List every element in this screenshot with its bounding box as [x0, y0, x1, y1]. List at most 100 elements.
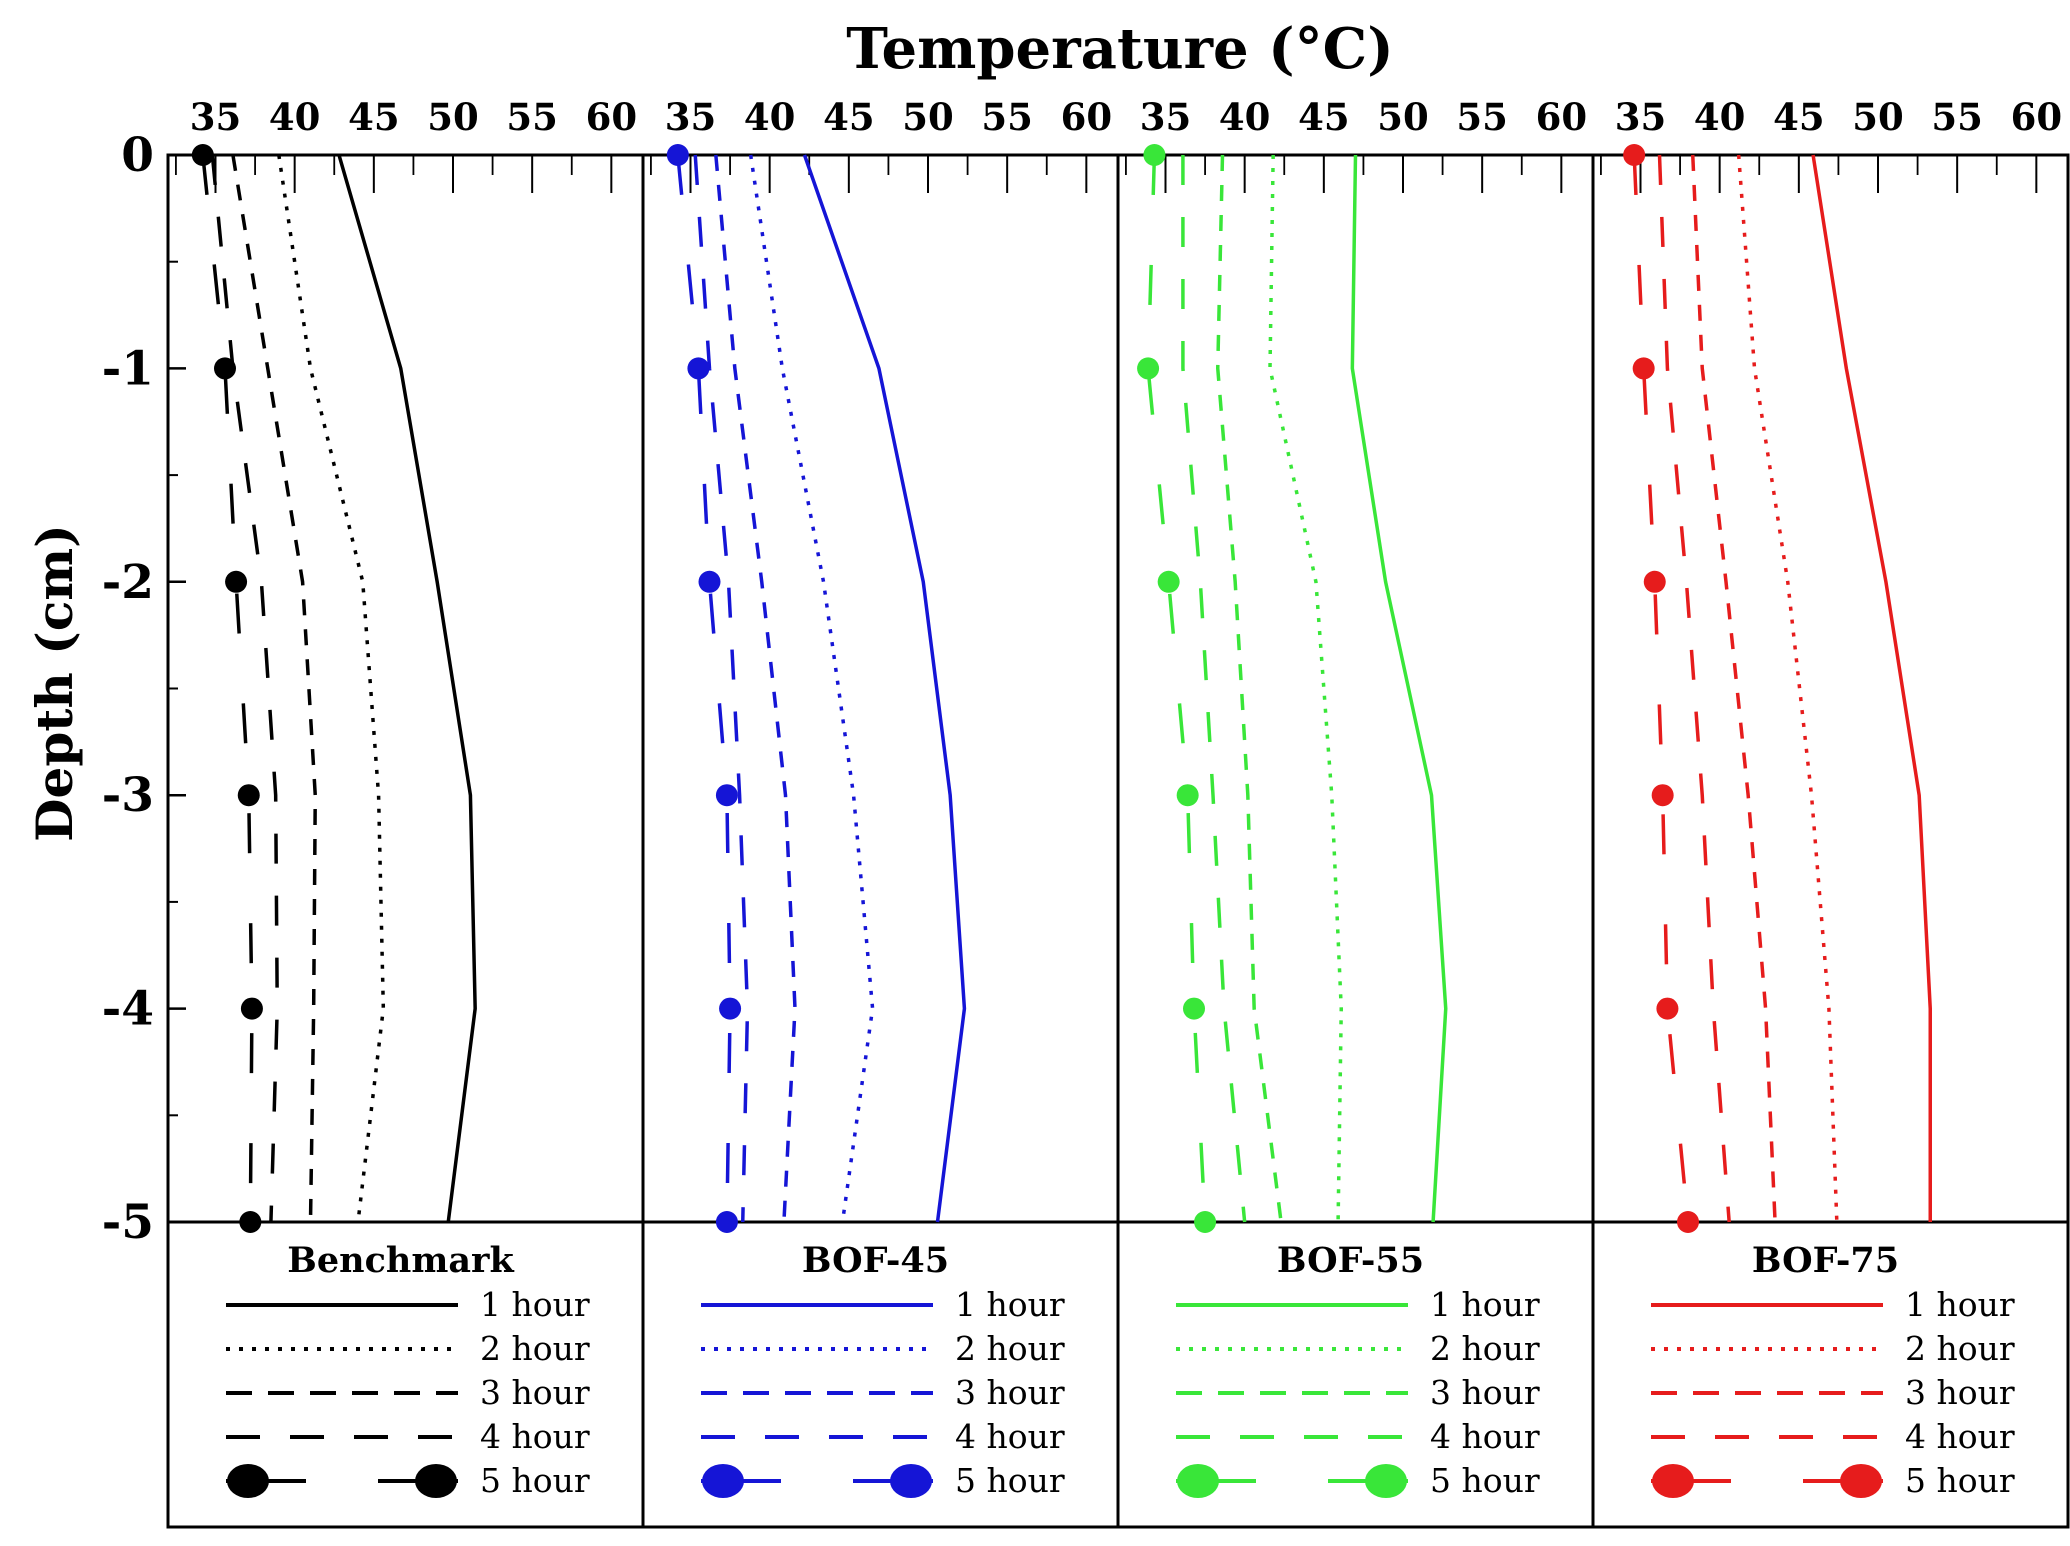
- series-marker-5-hour: [1623, 144, 1646, 166]
- x-tick-label: 50: [427, 95, 479, 139]
- series-line-5-hour: [1632, 154, 1690, 1223]
- x-tick-label: 55: [1931, 95, 1983, 139]
- legend-marker: [1840, 1464, 1882, 1498]
- x-tick-label: 45: [1773, 95, 1825, 139]
- series-marker-5-hour: [1143, 144, 1166, 166]
- series-marker-5-hour: [239, 1211, 262, 1233]
- series-line-2-hour: [1736, 154, 1839, 1223]
- x-tick-label: 35: [1140, 95, 1192, 139]
- legend-title: Benchmark: [287, 1240, 514, 1281]
- series-marker-5-hour: [719, 997, 742, 1020]
- panel-bof-55: 35 40 45 50 55 60: [1116, 95, 1588, 1527]
- legend-label: 1 hour: [480, 1285, 590, 1324]
- panel-benchmark: 35 40 45 50 55 60: [175, 95, 638, 1233]
- y-tick-label: -4: [102, 982, 154, 1037]
- series-marker-5-hour: [698, 570, 721, 593]
- legend-marker: [702, 1464, 744, 1498]
- series-line-5-hour: [1146, 154, 1207, 1223]
- legend-label: 2 hour: [480, 1329, 590, 1368]
- x-tick-label: 40: [269, 95, 321, 139]
- legend-label: 2 hour: [1430, 1329, 1540, 1368]
- series-marker-5-hour: [191, 144, 214, 166]
- series-line-5-hour: [201, 154, 254, 1223]
- x-tick-label: 50: [1852, 95, 1904, 139]
- chart-title: Temperature (°C): [846, 16, 1393, 82]
- legend-title: BOF-45: [802, 1240, 949, 1281]
- x-tick-label: 40: [1219, 95, 1271, 139]
- series-marker-5-hour: [715, 1211, 738, 1233]
- series-line-2-hour: [277, 154, 386, 1223]
- series-line-1-hour: [802, 154, 967, 1223]
- legend-title: BOF-55: [1277, 1240, 1424, 1281]
- series-marker-5-hour: [666, 144, 689, 166]
- series-line-3-hour: [231, 154, 318, 1223]
- legend-label: 2 hour: [955, 1329, 1065, 1368]
- legend-bof-75: BOF-751 hour 2 hour 3 hour 4 hour 5 hour: [1651, 1240, 2015, 1500]
- legend-marker: [890, 1464, 932, 1498]
- series-marker-5-hour: [237, 784, 260, 807]
- series-marker-5-hour: [1677, 1211, 1699, 1233]
- x-tick-label: 60: [586, 95, 638, 139]
- legend-label: 4 hour: [1430, 1417, 1540, 1456]
- panels-layer: 35 40 45 50 55 60 35 40 45 50 55 60 35 40 45 50 55 60 35 40…: [166, 95, 2070, 1529]
- y-tick-label: 0: [121, 128, 154, 183]
- legend-label: 2 hour: [1905, 1329, 2015, 1368]
- x-tick-label: 40: [1694, 95, 1746, 139]
- legend-benchmark: Benchmark 1 hour 2 hour 3 hour 4 hour 5 hour: [226, 1240, 590, 1500]
- series-marker-5-hour: [225, 570, 248, 593]
- series-marker-5-hour: [715, 784, 738, 807]
- legend-label: 1 hour: [955, 1285, 1065, 1324]
- legend-label: 3 hour: [1430, 1373, 1540, 1412]
- x-tick-label: 60: [1061, 95, 1113, 139]
- series-marker-5-hour: [1656, 997, 1679, 1020]
- legend-marker: [1177, 1464, 1219, 1498]
- x-tick-label: 35: [1615, 95, 1667, 139]
- series-line-3-hour: [1691, 154, 1777, 1223]
- x-tick-label: 55: [981, 95, 1033, 139]
- x-tick-label: 40: [744, 95, 796, 139]
- legend-label: 4 hour: [1905, 1417, 2015, 1456]
- x-tick-label: 60: [2011, 95, 2063, 139]
- series-line-4-hour: [693, 154, 750, 1223]
- legend-bof-55: BOF-551 hour 2 hour 3 hour 4 hour 5 hour: [1176, 1240, 1540, 1500]
- panel-bof-75: 35 40 45 50 55 60: [1591, 95, 2063, 1527]
- legend-bof-45: BOF-451 hour 2 hour 3 hour 4 hour 5 hour: [701, 1240, 1065, 1500]
- series-line-1-hour: [1350, 154, 1448, 1223]
- series-marker-5-hour: [1643, 570, 1666, 593]
- series-line-1-hour: [337, 154, 477, 1223]
- series-marker-5-hour: [687, 357, 710, 380]
- series-line-2-hour: [748, 154, 875, 1223]
- legend-label: 5 hour: [1905, 1461, 2015, 1500]
- x-tick-label: 60: [1536, 95, 1588, 139]
- x-tick-label: 35: [665, 95, 717, 139]
- legend-label: 4 hour: [480, 1417, 590, 1456]
- series-line-4-hour: [210, 154, 280, 1223]
- legend-label: 5 hour: [1430, 1461, 1540, 1500]
- x-tick-label: 45: [823, 95, 875, 139]
- legend-marker: [1365, 1464, 1407, 1498]
- legend-label: 3 hour: [480, 1373, 590, 1412]
- legend-label: 1 hour: [1430, 1285, 1540, 1324]
- legend-label: 1 hour: [1905, 1285, 2015, 1324]
- x-tick-label: 45: [348, 95, 400, 139]
- series-marker-5-hour: [1176, 784, 1199, 807]
- x-tick-label: 55: [1456, 95, 1508, 139]
- series-marker-5-hour: [214, 357, 236, 380]
- legend-label: 4 hour: [955, 1417, 1065, 1456]
- y-tick-label: -5: [102, 1195, 154, 1250]
- x-tick-label: 55: [506, 95, 558, 139]
- series-line-3-hour: [1215, 154, 1283, 1223]
- y-tick-label: -3: [102, 768, 154, 823]
- y-tick-label: -2: [102, 555, 154, 610]
- x-tick-label: 50: [1377, 95, 1429, 139]
- legend-label: 5 hour: [955, 1461, 1065, 1500]
- series-line-2-hour: [1268, 154, 1344, 1223]
- series-line-4-hour: [1657, 154, 1731, 1223]
- y-axis: 0 -1 -2 -3 -4 -5: [102, 128, 186, 1250]
- series-marker-5-hour: [1137, 357, 1160, 380]
- panel-bof-45: 35 40 45 50 55 60: [641, 95, 1113, 1527]
- series-marker-5-hour: [1632, 357, 1655, 380]
- legend-marker: [1652, 1464, 1694, 1498]
